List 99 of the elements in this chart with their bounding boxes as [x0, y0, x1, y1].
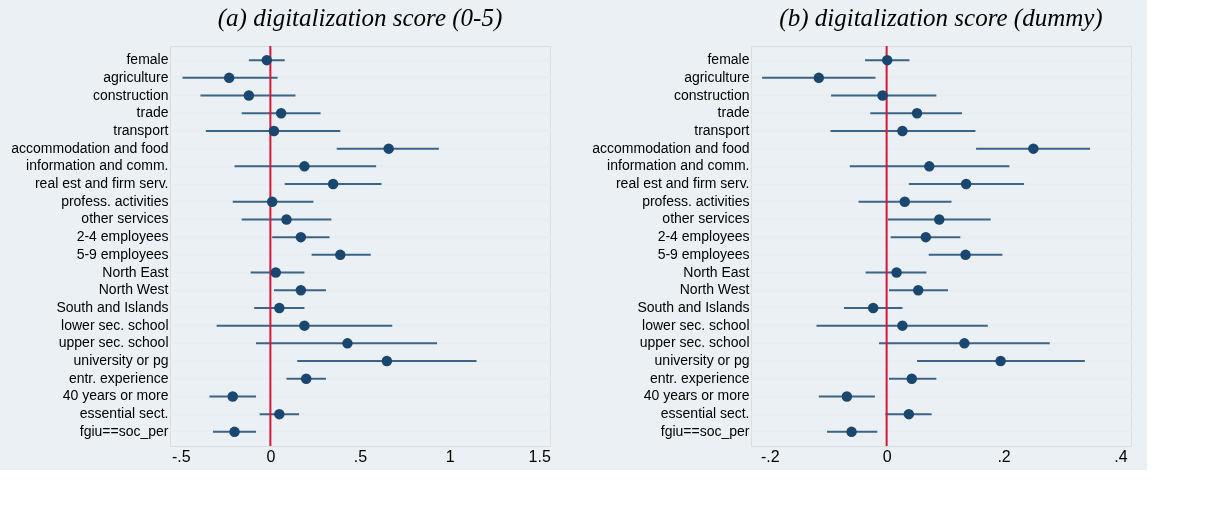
y-tick-label: lower sec. school [642, 316, 750, 333]
point [906, 373, 918, 384]
point [841, 391, 853, 402]
y-tick-label: accommodation and food [11, 139, 169, 156]
y-tick-label: upper sec. school [58, 334, 169, 351]
y-tick-label: essential sect. [79, 405, 169, 422]
point [295, 231, 307, 243]
point [274, 408, 285, 420]
y-tick-label: upper sec. school [639, 334, 750, 351]
y-tick-label: 5-9 employees [657, 245, 750, 262]
x-tick-label: .2 [997, 447, 1011, 465]
point [335, 249, 346, 261]
point [270, 267, 281, 278]
point [877, 90, 888, 101]
point [281, 214, 292, 225]
y-tick-label: transport [694, 121, 750, 138]
point [881, 54, 893, 66]
y-tick-label: information and comm. [607, 157, 750, 174]
point [897, 125, 908, 137]
x-tick-label: .5 [353, 447, 368, 465]
point [327, 178, 339, 190]
y-tick-label: 40 years or more [62, 387, 169, 404]
y-tick-label: 5-9 employees [76, 245, 169, 262]
point [268, 125, 280, 137]
y-tick-label: other services [662, 210, 750, 227]
x-tick-label: -.5 [171, 447, 191, 465]
point [383, 143, 394, 154]
point [912, 285, 924, 296]
point [960, 249, 971, 261]
y-tick-label: 2-4 employees [76, 228, 169, 245]
y-tick-label: North West [98, 281, 169, 298]
x-tick-label: 0 [266, 447, 276, 465]
y-tick-label: university or pg [73, 352, 169, 369]
chart-title: (b) digitalization score (dummy) [779, 4, 1103, 32]
y-tick-label: information and comm. [26, 157, 169, 174]
point [934, 214, 945, 225]
y-tick-label: agriculture [684, 68, 750, 85]
y-tick-label: 40 years or more [643, 387, 750, 404]
point [960, 178, 972, 190]
point [223, 72, 235, 84]
point [227, 391, 238, 402]
y-tick-label: profess. activities [61, 192, 169, 209]
point [295, 285, 307, 296]
x-tick-label: .4 [1114, 447, 1128, 465]
point [911, 108, 923, 119]
point [959, 338, 970, 349]
y-tick-label: profess. activities [642, 192, 750, 209]
y-tick-label: essential sect. [660, 405, 750, 422]
y-tick-label: other services [81, 210, 169, 227]
point [1028, 143, 1039, 154]
point [897, 320, 908, 331]
point [243, 90, 255, 101]
y-tick-label: university or pg [654, 352, 750, 369]
point [899, 196, 910, 207]
y-tick-label: construction [93, 86, 169, 103]
point [924, 161, 935, 172]
point [342, 338, 353, 349]
y-tick-label: entr. experience [649, 369, 750, 386]
point [846, 426, 857, 438]
y-tick-label: construction [674, 86, 750, 103]
x-tick-label: -.2 [760, 447, 780, 465]
y-tick-label: South and Islands [56, 298, 169, 315]
y-tick-label: female [126, 51, 169, 68]
point [903, 408, 915, 420]
y-tick-label: entr. experience [68, 369, 169, 386]
point [300, 373, 312, 384]
y-tick-label: trade [136, 104, 169, 121]
point [261, 54, 273, 66]
y-tick-label: North West [679, 281, 750, 298]
chart-title: (a) digitalization score (0-5) [217, 4, 503, 32]
x-tick-label: 0 [882, 447, 892, 465]
point [229, 426, 240, 438]
point [813, 72, 825, 84]
y-tick-label: fgiu==soc_per [660, 422, 750, 439]
point [274, 302, 285, 314]
y-tick-label: lower sec. school [61, 316, 169, 333]
y-tick-label: accommodation and food [592, 139, 750, 156]
point [299, 161, 310, 172]
y-tick-label: North East [683, 263, 750, 280]
y-tick-label: agriculture [103, 68, 169, 85]
y-tick-label: female [707, 51, 750, 68]
y-tick-label: North East [102, 263, 169, 280]
y-tick-label: trade [717, 104, 750, 121]
x-tick-label: 1 [445, 447, 455, 465]
y-tick-label: fgiu==soc_per [79, 422, 169, 439]
point [995, 355, 1006, 367]
point [381, 355, 393, 367]
point [299, 320, 310, 331]
point [275, 108, 287, 119]
y-tick-label: 2-4 employees [657, 228, 750, 245]
point [266, 196, 278, 207]
point [867, 302, 879, 314]
point [920, 231, 932, 243]
y-tick-label: real est and firm serv. [34, 175, 169, 192]
y-tick-label: South and Islands [637, 298, 750, 315]
point [891, 267, 902, 278]
y-tick-label: real est and firm serv. [615, 175, 750, 192]
x-tick-label: 1.5 [528, 447, 551, 465]
y-tick-label: transport [113, 121, 169, 138]
